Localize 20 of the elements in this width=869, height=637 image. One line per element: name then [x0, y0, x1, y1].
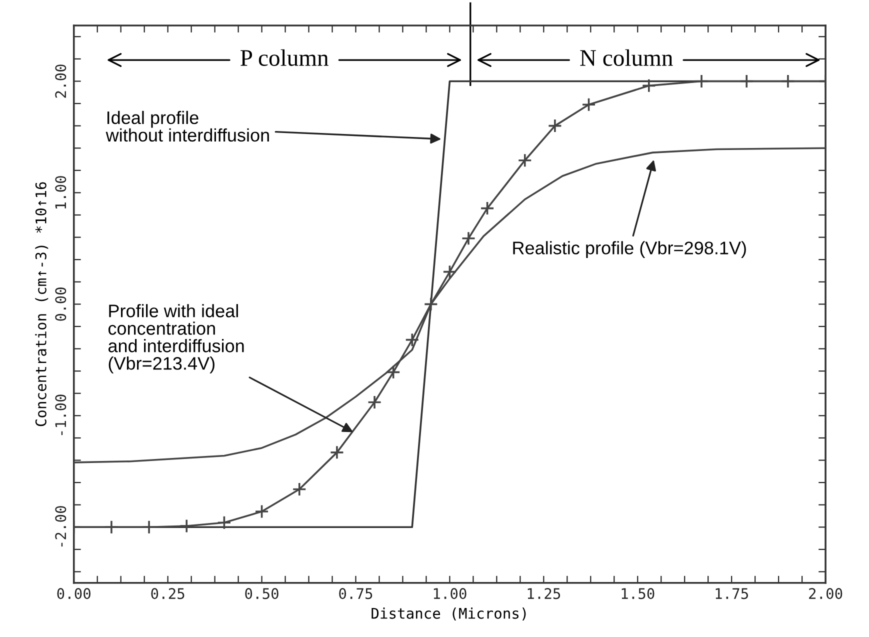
y-axis-title: Concentration (cm↑-3) *10↑16 — [35, 182, 48, 426]
y-tick-label: 0.00 — [55, 288, 66, 321]
annotation: Realistic profile (Vbr=298.1V) — [513, 241, 746, 258]
x-axis-title: Distance (Microns) — [372, 608, 526, 621]
x-tick-label: 1.75 — [716, 588, 748, 600]
y-tick-label: 2.00 — [55, 64, 66, 98]
x-tick-label: 1.50 — [622, 588, 654, 600]
annotation: P column — [240, 49, 328, 66]
annotation: Profile with ideal concentration and interdiffusion (Vbr=213.4V) — [108, 304, 244, 374]
y-tick-label: -2.00 — [55, 506, 66, 547]
x-tick-label: 0.75 — [339, 588, 372, 600]
x-tick-label: 1.00 — [434, 588, 466, 600]
x-tick-label: 1.25 — [528, 588, 560, 600]
x-tick-label: 0.25 — [151, 588, 184, 600]
annotation: N column — [580, 49, 673, 66]
x-tick-label: 0.50 — [245, 588, 278, 600]
y-tick-label: -1.00 — [55, 394, 66, 436]
x-tick-label: 2.00 — [809, 588, 842, 600]
annotation: Ideal profile without interdiffusion — [106, 110, 269, 142]
y-tick-label: 1.00 — [55, 176, 66, 208]
